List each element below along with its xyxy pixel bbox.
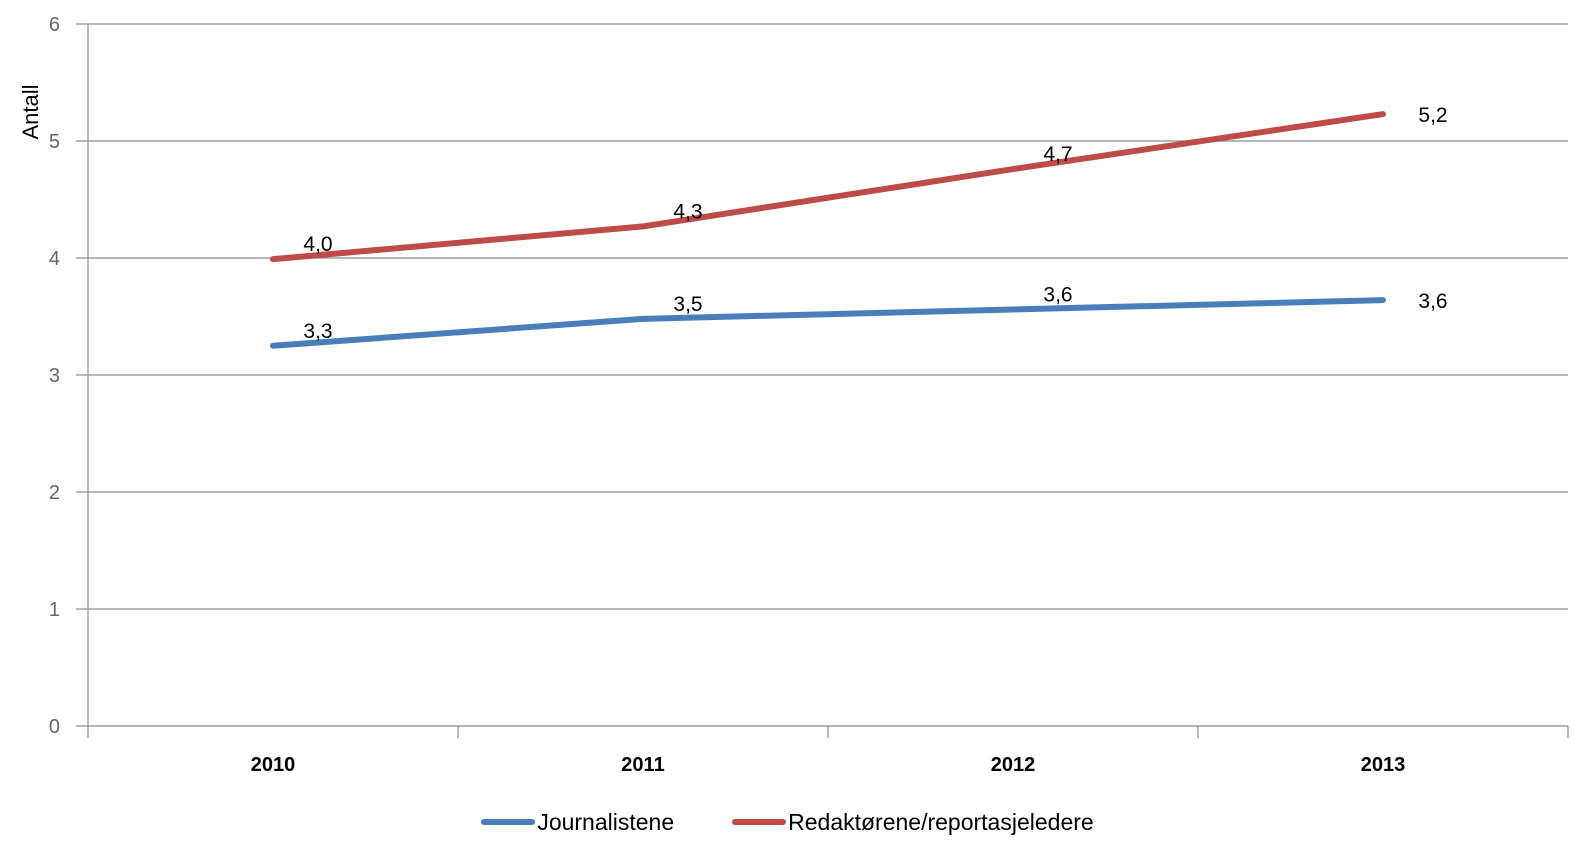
y-tick-label: 0 — [49, 716, 60, 738]
legend-swatch — [481, 819, 536, 825]
y-tick-label: 2 — [49, 482, 60, 504]
data-label: 4,7 — [1043, 143, 1072, 166]
x-tick-label: 2012 — [991, 754, 1036, 776]
legend-item: Redaktørene/reportasjeledere — [732, 809, 1094, 836]
data-label: 3,3 — [303, 320, 332, 343]
x-tick-label: 2010 — [251, 754, 296, 776]
data-label: 3,6 — [1043, 283, 1072, 306]
legend-item: Journalistene — [481, 809, 674, 836]
x-tick-label: 2011 — [621, 754, 664, 776]
legend-label: Journalistene — [537, 808, 675, 835]
data-labels: 3,3 3,5 3,6 3,6 4,0 4,3 4,7 5,2 — [303, 104, 1447, 343]
legend: Journalistene Redaktørene/reportasjeleder… — [0, 806, 1575, 838]
series-line-1 — [270, 297, 1386, 349]
y-tick-label: 5 — [49, 131, 60, 153]
series-line-2 — [270, 111, 1386, 263]
y-tick-label: 6 — [49, 14, 60, 36]
data-label: 5,2 — [1418, 104, 1447, 127]
axes — [87, 24, 1569, 738]
data-label: 3,6 — [1418, 290, 1447, 313]
y-axis-label: Antall — [18, 84, 43, 139]
series-lines — [270, 111, 1386, 349]
y-tick-label: 3 — [49, 365, 60, 387]
data-label: 3,5 — [673, 293, 702, 316]
gridlines — [76, 23, 1568, 727]
data-label: 4,0 — [303, 233, 332, 256]
y-axis-ticks: 0 1 2 3 4 5 6 — [49, 14, 60, 738]
y-tick-label: 1 — [49, 599, 60, 621]
x-tick-label: 2013 — [1361, 754, 1406, 776]
legend-swatch — [732, 819, 787, 825]
data-label: 4,3 — [673, 200, 702, 223]
y-tick-label: 4 — [49, 248, 60, 270]
legend-label: Redaktørene/reportasjeledere — [788, 808, 1094, 835]
x-axis-ticks: 2010 2011 2012 2013 — [251, 754, 1406, 776]
